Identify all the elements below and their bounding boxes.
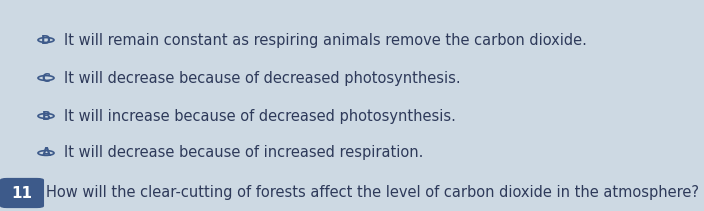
- Text: It will increase because of decreased photosynthesis.: It will increase because of decreased ph…: [64, 108, 456, 123]
- Text: It will decrease because of decreased photosynthesis.: It will decrease because of decreased ph…: [64, 70, 460, 85]
- Text: A: A: [42, 146, 51, 160]
- Text: C: C: [42, 72, 51, 84]
- Text: It will decrease because of increased respiration.: It will decrease because of increased re…: [64, 146, 423, 161]
- FancyBboxPatch shape: [0, 178, 44, 208]
- Text: It will remain constant as respiring animals remove the carbon dioxide.: It will remain constant as respiring ani…: [64, 32, 587, 47]
- Text: How will the clear-cutting of forests affect the level of carbon dioxide in the : How will the clear-cutting of forests af…: [46, 184, 699, 199]
- Text: 11: 11: [11, 185, 32, 200]
- Text: B: B: [42, 110, 51, 123]
- Text: D: D: [41, 34, 51, 46]
